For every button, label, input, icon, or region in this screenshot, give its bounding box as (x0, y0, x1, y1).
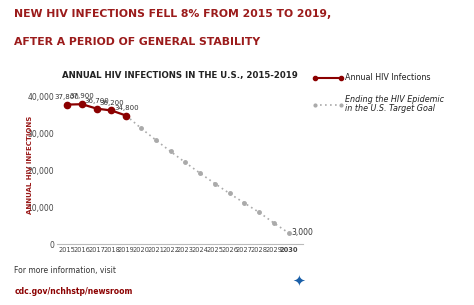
Text: Ending the HIV Epidemic: Ending the HIV Epidemic (345, 95, 444, 104)
Text: cdc.gov/nchhstp/newsroom: cdc.gov/nchhstp/newsroom (14, 287, 133, 296)
Text: ✦: ✦ (292, 273, 305, 288)
Text: For more information, visit: For more information, visit (14, 265, 116, 275)
Text: 37,800: 37,800 (55, 94, 80, 100)
Text: 34,800: 34,800 (114, 105, 138, 111)
Text: 36,700: 36,700 (84, 98, 109, 104)
Title: ANNUAL HIV INFECTIONS IN THE U.S., 2015-2019: ANNUAL HIV INFECTIONS IN THE U.S., 2015-… (62, 71, 298, 81)
Text: AFTER A PERIOD OF GENERAL STABILITY: AFTER A PERIOD OF GENERAL STABILITY (14, 37, 260, 47)
Text: 3,000: 3,000 (292, 228, 313, 237)
Text: 36,200: 36,200 (99, 100, 124, 106)
FancyBboxPatch shape (285, 268, 312, 299)
Text: 37,900: 37,900 (70, 93, 94, 99)
Text: U.S. Department of: U.S. Department of (365, 265, 417, 270)
Text: in the U.S. Target Goal: in the U.S. Target Goal (345, 104, 435, 113)
Text: NEW HIV INFECTIONS FELL 8% FROM 2015 TO 2019,: NEW HIV INFECTIONS FELL 8% FROM 2015 TO … (14, 9, 331, 19)
Text: Control and Prevention: Control and Prevention (365, 289, 420, 294)
Text: ANNUAL HIV INFECTIONS: ANNUAL HIV INFECTIONS (27, 116, 33, 214)
Text: Health and Human Services: Health and Human Services (365, 272, 432, 278)
Text: Centers for Disease: Centers for Disease (365, 281, 412, 286)
Text: Annual HIV Infections: Annual HIV Infections (345, 73, 430, 82)
Text: CDC: CDC (324, 273, 359, 288)
